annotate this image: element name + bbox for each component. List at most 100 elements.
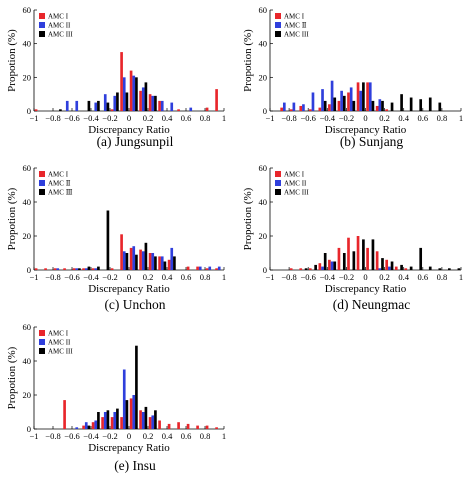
- y-tick-label: 40: [23, 197, 32, 207]
- bar-amc-iii: [323, 100, 327, 111]
- bar-amc-i: [129, 70, 133, 111]
- bar-amc-iii: [154, 256, 157, 270]
- panel-caption: (c) Unchon: [104, 297, 165, 312]
- bar-amc-ii: [189, 107, 193, 111]
- x-tick-label: 0.4: [162, 113, 173, 123]
- x-tick-label: 1: [222, 113, 226, 123]
- legend-swatch: [39, 171, 45, 177]
- legend-entry: AMC I: [284, 13, 305, 21]
- bar-amc-ii: [160, 256, 164, 270]
- y-tick-label: 0: [263, 265, 267, 275]
- bar-amc-ii: [321, 89, 324, 111]
- y-axis-label: Propotion (%): [242, 187, 254, 250]
- legend-swatch: [39, 13, 45, 19]
- bar-amc-i: [167, 423, 171, 429]
- bar-amc-iii: [419, 99, 423, 111]
- x-tick-label: −0.8: [281, 272, 296, 282]
- bar-amc-iii: [144, 406, 148, 429]
- legend-swatch: [275, 22, 281, 28]
- bar-amc-ii: [292, 102, 296, 111]
- bar-amc-ii: [160, 100, 164, 111]
- y-tick-label: 60: [23, 322, 32, 332]
- bar-amc-i: [215, 268, 218, 270]
- x-tick-label: −1: [265, 113, 274, 123]
- bar-amc-ii: [217, 266, 221, 270]
- bar-amc-i: [110, 268, 114, 270]
- bar-amc-ii: [330, 261, 334, 270]
- legend-entry: AMC I: [48, 13, 69, 21]
- x-tick-label: −1: [265, 272, 274, 282]
- x-tick-label: −0.4: [83, 113, 99, 123]
- x-tick-label: 0: [127, 272, 131, 282]
- bar-amc-i: [34, 268, 38, 270]
- bar-amc-iii: [97, 266, 100, 270]
- bar-amc-ii: [122, 77, 126, 111]
- bar-amc-ii: [56, 268, 60, 270]
- y-tick-label: 60: [259, 163, 268, 173]
- bar-amc-ii: [113, 412, 117, 429]
- bar-amc-i: [82, 425, 85, 429]
- bar-amc-i: [385, 259, 389, 270]
- bar-amc-iii: [342, 253, 346, 270]
- y-tick-label: 0: [263, 106, 267, 116]
- bar-amc-ii: [302, 104, 305, 111]
- legend-entry: AMC III: [284, 189, 309, 197]
- bar-amc-ii: [330, 80, 334, 111]
- bar-amc-iii: [144, 242, 148, 270]
- x-tick-label: −0.6: [300, 113, 315, 123]
- x-tick-label: −0.2: [339, 272, 354, 282]
- bar-amc-ii: [141, 251, 145, 270]
- x-tick-label: 0.4: [162, 272, 173, 282]
- legend-swatch: [39, 189, 45, 195]
- bar-amc-iii: [116, 92, 119, 111]
- bar-amc-ii: [141, 412, 145, 429]
- panel-caption: (a) Jungsunpil: [97, 134, 174, 149]
- bar-amc-ii: [321, 266, 324, 270]
- bar-amc-i: [280, 107, 283, 111]
- bar-amc-i: [177, 109, 180, 111]
- bar-amc-ii: [132, 75, 136, 111]
- bar-amc-iii: [381, 258, 384, 270]
- bar-amc-i: [101, 417, 104, 429]
- y-tick-label: 20: [259, 72, 268, 82]
- x-tick-label: 0.6: [417, 272, 428, 282]
- y-tick-label: 0: [27, 106, 31, 116]
- x-tick-label: −0.2: [102, 272, 117, 282]
- x-axis-label: Discrepancy Ratio: [325, 124, 407, 136]
- bar-amc-ii: [349, 87, 353, 111]
- x-axis-label: Discrepancy Ratio: [88, 442, 170, 454]
- bar-amc-iii: [314, 264, 317, 270]
- bar-amc-ii: [65, 100, 69, 111]
- bar-amc-iii: [154, 95, 157, 111]
- y-tick-label: 40: [259, 39, 268, 49]
- bar-amc-i: [205, 425, 209, 429]
- legend-swatch: [39, 339, 45, 345]
- bar-amc-i: [375, 105, 379, 111]
- bar-amc-i: [299, 268, 303, 270]
- legend-entry: AMC I: [48, 171, 69, 179]
- bar-amc-i: [82, 268, 85, 270]
- x-tick-label: −0.2: [102, 113, 117, 123]
- bar-amc-i: [347, 92, 350, 111]
- bar-amc-i: [63, 268, 66, 270]
- x-tick-label: −1: [29, 113, 38, 123]
- legend-swatch: [275, 180, 281, 186]
- bar-amc-i: [177, 422, 180, 429]
- bar-amc-i: [63, 400, 66, 429]
- bar-amc-ii: [378, 99, 382, 111]
- bar-amc-iii: [362, 239, 365, 270]
- x-tick-label: 0.2: [143, 113, 154, 123]
- bar-amc-i: [215, 427, 218, 429]
- bar-amc-iii: [144, 82, 148, 111]
- x-tick-label: 1: [459, 113, 463, 123]
- x-tick-label: −0.6: [64, 272, 79, 282]
- bar-amc-iii: [438, 102, 442, 111]
- bar-amc-i: [34, 109, 38, 111]
- bar-amc-iii: [371, 239, 375, 270]
- legend-swatch: [39, 180, 45, 186]
- x-tick-label: 1: [459, 272, 463, 282]
- y-tick-label: 20: [23, 72, 32, 82]
- bar-amc-iii: [87, 100, 91, 111]
- bar-amc-iii: [390, 102, 394, 111]
- bar-amc-ii: [151, 253, 155, 270]
